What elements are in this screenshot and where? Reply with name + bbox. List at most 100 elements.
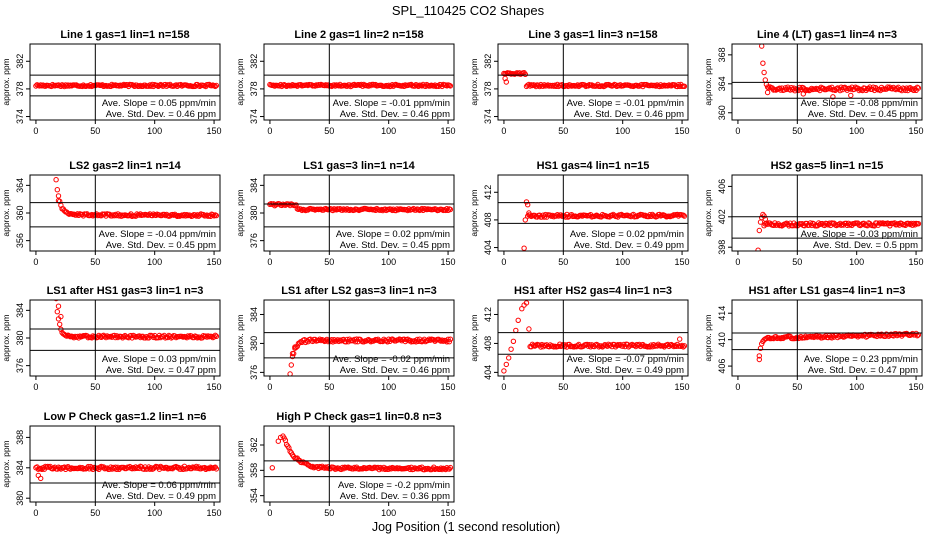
- panel-title: Line 3 gas=1 lin=3 n=158: [528, 29, 657, 41]
- x-tick-label: 150: [909, 382, 924, 392]
- x-tick-label: 100: [849, 382, 864, 392]
- x-tick-label: 100: [615, 126, 630, 136]
- data-point: [130, 82, 137, 89]
- data-point: [438, 465, 444, 471]
- x-tick-label: 0: [267, 257, 272, 267]
- data-point: [382, 466, 388, 472]
- x-tick-label: 0: [33, 257, 38, 267]
- data-point: [320, 337, 327, 343]
- panel-4: Line 4 (LT) gas=1 lin=4 n=3 approx. ppm 0 5…: [703, 29, 924, 136]
- y-tick-label: 378: [483, 81, 493, 96]
- stats-annotation: Ave. Std. Dev. = 0.36 ppm: [340, 491, 450, 502]
- x-tick-label: 100: [381, 257, 396, 267]
- data-point: [793, 335, 799, 341]
- plot-frame: [497, 43, 689, 121]
- y-tick-label: 384: [15, 303, 25, 318]
- data-point: [759, 44, 765, 49]
- data-point: [526, 326, 532, 332]
- data-point: [289, 353, 296, 360]
- data-point: [152, 464, 158, 471]
- y-axis-label: approx. ppm: [469, 58, 479, 105]
- data-point: [522, 71, 528, 78]
- y-axis-label: approx. ppm: [703, 314, 713, 361]
- y-tick-label: 362: [249, 437, 259, 452]
- data-point: [757, 219, 764, 225]
- x-tick-label: 50: [558, 257, 568, 267]
- data-point: [677, 336, 683, 342]
- data-point: [389, 207, 395, 214]
- x-tick-label: 150: [909, 257, 924, 267]
- data-point: [148, 465, 154, 471]
- data-point: [821, 334, 828, 340]
- stats-annotation: Ave. Slope = 0.06 ppm/min: [102, 480, 216, 491]
- data-points: [755, 211, 922, 251]
- data-point: [289, 82, 296, 88]
- data-point: [104, 333, 110, 339]
- stats-annotation: Ave. Slope = 0.02 ppm/min: [336, 229, 450, 240]
- data-point: [197, 212, 203, 218]
- data-point: [761, 69, 767, 76]
- y-tick-label: 382: [483, 54, 493, 69]
- data-point: [554, 212, 561, 218]
- y-tick-label: 414: [717, 306, 727, 321]
- x-tick-label: 100: [849, 126, 864, 136]
- y-tick-label: 378: [15, 81, 25, 96]
- data-point: [446, 466, 452, 472]
- y-tick-label: 408: [483, 212, 493, 227]
- data-point: [680, 344, 686, 350]
- data-point: [533, 342, 539, 349]
- x-tick-label: 150: [207, 257, 222, 267]
- y-tick-label: 360: [717, 105, 727, 120]
- data-point: [33, 83, 39, 89]
- y-tick-label: 360: [15, 205, 25, 220]
- stats-annotation: Ave. Std. Dev. = 0.47 ppm: [808, 365, 918, 376]
- data-point: [38, 475, 44, 482]
- data-point: [184, 212, 190, 218]
- y-tick-label: 384: [249, 178, 259, 193]
- y-tick-label: 406: [717, 359, 727, 374]
- data-point: [55, 193, 62, 199]
- data-point: [317, 463, 323, 470]
- data-point: [761, 213, 767, 219]
- data-point: [830, 94, 836, 100]
- data-point: [180, 466, 186, 472]
- y-tick-label: 382: [249, 54, 259, 69]
- y-axis-label: approx. ppm: [235, 58, 245, 105]
- panel-1: Line 1 gas=1 lin=1 n=158 approx. ppm 0 50 10…: [1, 29, 222, 136]
- figure-x-axis-label: Jog Position (1 second resolution): [372, 520, 560, 534]
- data-point: [653, 83, 659, 89]
- data-point: [915, 221, 922, 227]
- x-tick-label: 50: [792, 382, 802, 392]
- data-point: [838, 84, 844, 90]
- data-points: [521, 199, 688, 251]
- data-point: [384, 339, 391, 345]
- data-point: [353, 336, 360, 342]
- y-tick-label: 354: [249, 488, 259, 503]
- data-point: [635, 342, 641, 349]
- data-point: [193, 333, 200, 340]
- x-tick-label: 50: [90, 382, 100, 392]
- x-tick-label: 50: [90, 257, 100, 267]
- x-tick-label: 150: [441, 382, 456, 392]
- data-point: [35, 472, 41, 479]
- data-point: [678, 343, 684, 349]
- data-point: [397, 336, 404, 343]
- data-point: [288, 362, 294, 368]
- plot-frame: [731, 43, 923, 121]
- data-point: [503, 79, 509, 85]
- data-point: [447, 206, 454, 213]
- y-tick-label: 374: [249, 109, 259, 124]
- data-point: [762, 77, 768, 83]
- x-tick-label: 100: [147, 382, 162, 392]
- plot-frame: [497, 299, 689, 377]
- data-point: [186, 334, 192, 340]
- data-point: [542, 343, 549, 349]
- x-tick-label: 100: [147, 257, 162, 267]
- panel-title: LS2 gas=2 lin=1 n=14: [69, 160, 181, 172]
- x-tick-label: 150: [675, 126, 690, 136]
- plot-frame: [731, 299, 923, 377]
- data-point: [439, 466, 445, 473]
- x-tick-label: 150: [909, 126, 924, 136]
- y-tick-label: 378: [249, 81, 259, 96]
- data-point: [756, 353, 762, 359]
